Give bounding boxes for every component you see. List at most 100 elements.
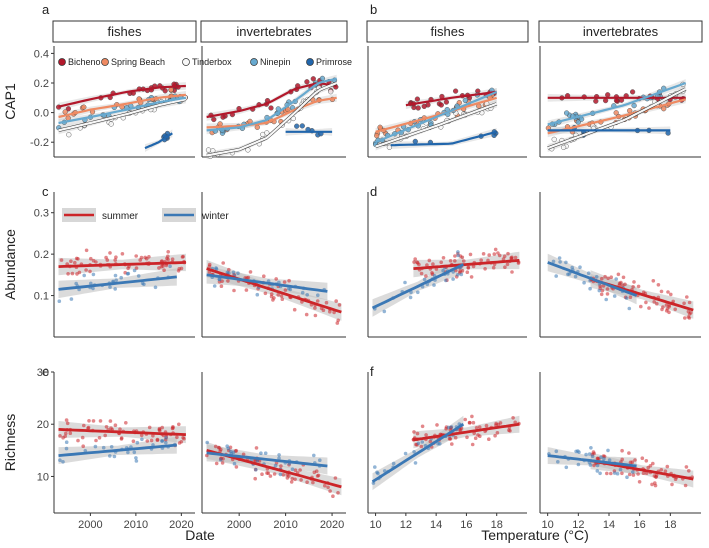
data-point	[456, 253, 461, 258]
data-point	[166, 254, 170, 259]
data-point	[334, 299, 339, 303]
facet-label: fishes	[108, 24, 142, 39]
data-point	[226, 279, 230, 283]
data-point	[336, 318, 341, 323]
data-point	[268, 105, 274, 111]
trend-line	[58, 96, 187, 125]
data-point	[588, 286, 592, 291]
data-point	[68, 431, 73, 436]
data-point	[419, 271, 424, 276]
data-point	[108, 285, 112, 289]
data-point	[263, 451, 268, 456]
data-point	[66, 272, 70, 276]
data-point	[469, 275, 474, 279]
data-point	[448, 437, 453, 441]
facet-strip	[538, 20, 703, 43]
data-point	[664, 303, 669, 307]
data-point	[266, 471, 271, 476]
data-point	[470, 442, 475, 447]
data-point	[660, 307, 664, 312]
data-point	[633, 458, 637, 462]
data-point	[595, 463, 600, 468]
x-tick-label: 2010	[124, 519, 148, 531]
data-point	[603, 274, 607, 279]
axis-text: fishes invertebrates fishes invertebrates a b…	[2, 2, 676, 543]
data-point	[326, 485, 330, 490]
data-point	[554, 449, 559, 454]
trend-line	[206, 82, 337, 119]
x-tick-label: 2020	[169, 519, 193, 531]
y-tick-label: 0.2	[34, 249, 49, 261]
data-point	[177, 441, 182, 445]
data-point	[58, 434, 62, 438]
data-point	[403, 280, 407, 285]
data-point	[220, 461, 225, 465]
data-point	[599, 455, 603, 460]
data-point	[419, 444, 424, 449]
trend-line	[547, 98, 686, 135]
data-point	[234, 465, 239, 469]
data-point	[171, 425, 175, 429]
facet-label: invertebrates	[583, 24, 659, 39]
data-point	[221, 261, 225, 265]
data-point	[89, 256, 93, 261]
x-tick-label: 2020	[320, 519, 344, 531]
data-point	[458, 269, 463, 274]
data-point	[77, 270, 82, 275]
data-point	[310, 76, 316, 82]
data-point	[164, 263, 169, 268]
data-point	[236, 271, 240, 276]
data-point	[80, 435, 85, 440]
data-point	[227, 267, 231, 272]
data-point	[287, 286, 291, 291]
data-point	[612, 471, 617, 475]
legend-label: summer	[102, 211, 139, 222]
data-point	[510, 270, 514, 274]
data-point	[606, 448, 610, 453]
legend-label: Spring Beach	[111, 57, 165, 67]
data-point	[103, 433, 107, 438]
data-point	[594, 275, 599, 279]
data-point	[268, 474, 273, 478]
data-point	[564, 465, 569, 470]
data-point	[205, 147, 212, 153]
data-point	[164, 435, 168, 440]
data-point	[650, 482, 654, 487]
trend-line	[413, 422, 520, 442]
data-point	[277, 456, 281, 461]
trend-line	[375, 102, 498, 148]
data-point	[91, 272, 96, 277]
data-point	[663, 469, 668, 474]
data-point	[287, 278, 291, 283]
data-point	[684, 465, 689, 469]
data-point	[630, 460, 635, 465]
data-point	[481, 252, 486, 256]
data-point	[505, 262, 510, 267]
data-point	[88, 269, 92, 274]
data-point	[582, 280, 586, 285]
legend-label: Primrose	[316, 57, 352, 67]
data-point	[493, 247, 498, 252]
data-point	[135, 440, 140, 445]
data-point	[670, 482, 674, 487]
data-point	[686, 315, 691, 319]
data-point	[628, 295, 633, 300]
data-point	[98, 419, 103, 423]
trend-line	[413, 259, 520, 270]
data-point	[414, 96, 421, 102]
data-point	[259, 451, 263, 456]
data-point	[627, 472, 632, 477]
trend-line	[371, 263, 464, 310]
data-point	[81, 104, 87, 110]
data-point	[140, 437, 144, 442]
data-point	[119, 275, 123, 280]
data-point	[113, 273, 118, 278]
data-point	[470, 414, 474, 419]
data-point	[647, 306, 651, 310]
data-point	[319, 75, 326, 82]
trend-line	[405, 90, 497, 107]
data-point	[578, 265, 582, 270]
data-point	[556, 460, 560, 464]
data-point	[58, 458, 62, 463]
trend-line	[547, 454, 637, 468]
